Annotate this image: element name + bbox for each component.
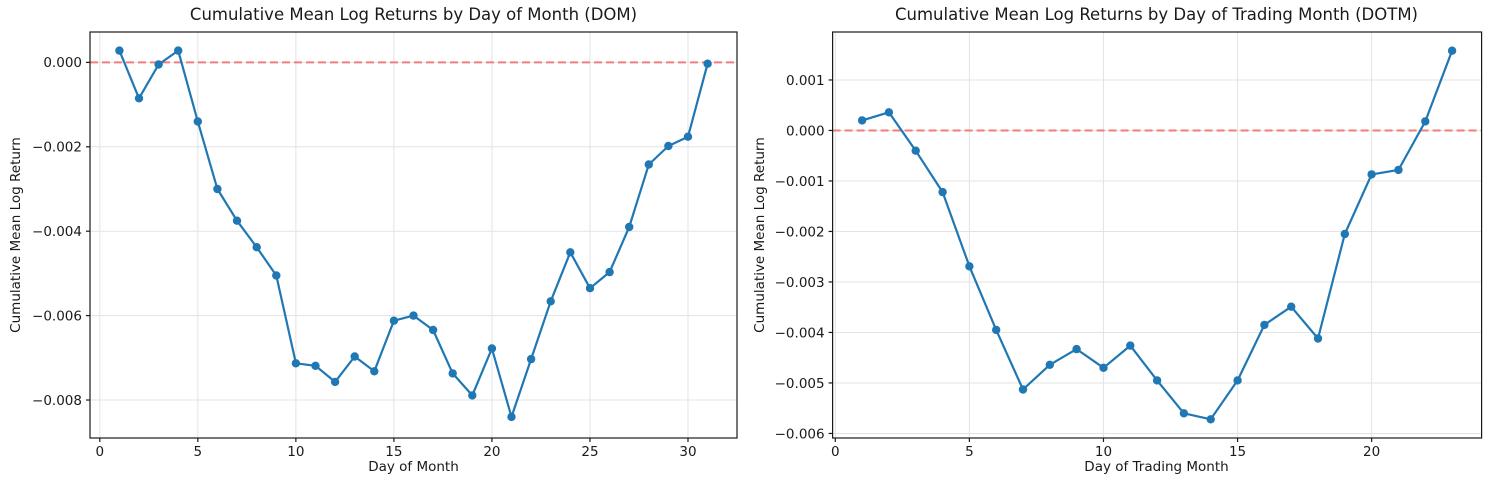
data-point-marker	[605, 267, 614, 277]
plot-frame	[831, 31, 1483, 439]
data-point-marker	[884, 108, 894, 117]
data-point-marker	[644, 160, 653, 169]
data-point-marker	[1287, 302, 1296, 311]
x-tick-label: 15	[385, 444, 402, 460]
y-tick-label: 0.001	[786, 73, 825, 89]
data-point-marker	[911, 146, 920, 155]
data-point-marker	[174, 46, 183, 55]
dom-plot-canvas: 0 5 10 15 20 25 30 0.000 −0.002 −0.004 −0.006 −0.00…	[32, 31, 738, 460]
y-tick-label: −0.002	[775, 224, 825, 240]
data-point-marker	[252, 243, 261, 252]
series-line	[861, 49, 1454, 421]
y-tick-label: −0.004	[775, 325, 825, 341]
dom-chart-title: Cumulative Mean Log Returns by Day of Mo…	[189, 5, 638, 24]
data-point-marker	[585, 284, 595, 293]
x-tick-label: 15	[1229, 444, 1246, 460]
dotm-y-axis-label: Cumulative Mean Log Return	[752, 137, 768, 333]
data-point-marker	[115, 46, 124, 55]
x-tick-label: 20	[483, 444, 500, 460]
x-tick-label: 25	[581, 444, 598, 460]
data-point-marker	[154, 60, 163, 69]
plot-frame	[89, 31, 738, 439]
data-point-marker	[1179, 409, 1189, 418]
data-point-marker	[134, 94, 144, 103]
data-point-marker	[350, 352, 359, 361]
data-point-marker	[1126, 341, 1135, 350]
subplot-dotm: 0 5 10 15 20 0.001 0.000 −0.001 −0.002 −0.003 −0.0…	[744, 0, 1489, 490]
data-point-marker	[546, 297, 555, 306]
data-point-marker	[992, 325, 1001, 335]
data-point-marker	[409, 311, 418, 320]
dom-x-axis-label: Day of Month	[368, 459, 459, 475]
x-tick-label: 5	[965, 444, 974, 460]
data-point-marker	[448, 369, 457, 378]
x-tick-label: 0	[831, 444, 840, 460]
y-tick-label: −0.001	[775, 174, 825, 190]
x-tick-label: 20	[1363, 444, 1380, 460]
dotm-x-axis-label: Day of Trading Month	[1084, 459, 1229, 475]
data-point-marker	[1072, 344, 1081, 354]
data-point-marker	[1447, 46, 1457, 55]
data-point-marker	[193, 117, 202, 126]
data-point-marker	[1260, 320, 1269, 330]
data-point-marker	[1233, 376, 1242, 385]
data-point-marker	[1152, 376, 1162, 385]
y-tick-label: 0.000	[786, 123, 825, 139]
data-point-marker	[1018, 385, 1028, 394]
y-tick-label: −0.003	[775, 275, 825, 291]
x-tick-label: 30	[679, 444, 696, 460]
y-tick-label: −0.004	[32, 224, 82, 240]
dotm-plot-canvas: 0 5 10 15 20 0.001 0.000 −0.001 −0.002 −0.003 −0.0…	[775, 31, 1483, 460]
y-tick-label: 0.000	[43, 55, 82, 71]
data-point-marker	[232, 216, 242, 225]
data-point-marker	[507, 412, 516, 422]
data-point-marker	[389, 316, 399, 325]
data-point-marker	[526, 354, 536, 364]
series-line	[118, 49, 709, 418]
data-point-marker	[1099, 363, 1108, 372]
data-point-marker	[468, 391, 477, 400]
data-point-marker	[1313, 334, 1323, 343]
y-tick-label: −0.006	[32, 308, 82, 324]
data-point-marker	[487, 344, 497, 353]
subplot-dom: 0 5 10 15 20 25 30 0.000 −0.002 −0.004 −0.006 −0.00…	[0, 0, 744, 490]
data-point-marker	[330, 377, 340, 387]
data-point-marker	[272, 271, 281, 280]
data-point-marker	[291, 359, 301, 368]
data-point-marker	[683, 132, 693, 141]
x-tick-label: 0	[96, 444, 105, 460]
dotm-chart-title: Cumulative Mean Log Returns by Day of Tr…	[894, 5, 1418, 24]
data-point-marker	[1367, 170, 1376, 179]
y-tick-label: −0.002	[32, 140, 82, 156]
data-point-marker	[857, 116, 867, 125]
data-point-marker	[311, 361, 320, 370]
data-point-marker	[1206, 415, 1215, 424]
data-point-marker	[1045, 360, 1054, 369]
y-tick-label: −0.005	[775, 376, 825, 392]
x-tick-label: 5	[194, 444, 203, 460]
data-point-marker	[965, 262, 974, 271]
data-point-marker	[1340, 229, 1349, 239]
dom-y-axis-label: Cumulative Mean Log Return	[8, 137, 24, 333]
data-point-marker	[370, 367, 379, 376]
data-point-marker	[703, 59, 712, 68]
y-tick-label: −0.006	[775, 426, 825, 442]
data-point-marker	[428, 325, 438, 335]
data-point-marker	[938, 187, 947, 197]
data-point-marker	[1394, 165, 1403, 175]
x-tick-label: 10	[287, 444, 304, 460]
y-tick-label: −0.008	[32, 393, 82, 409]
data-point-marker	[664, 141, 673, 151]
data-point-marker	[213, 184, 222, 194]
data-point-marker	[625, 222, 634, 232]
x-tick-label: 10	[1095, 444, 1112, 460]
data-point-marker	[566, 248, 575, 257]
data-point-marker	[1421, 117, 1430, 126]
